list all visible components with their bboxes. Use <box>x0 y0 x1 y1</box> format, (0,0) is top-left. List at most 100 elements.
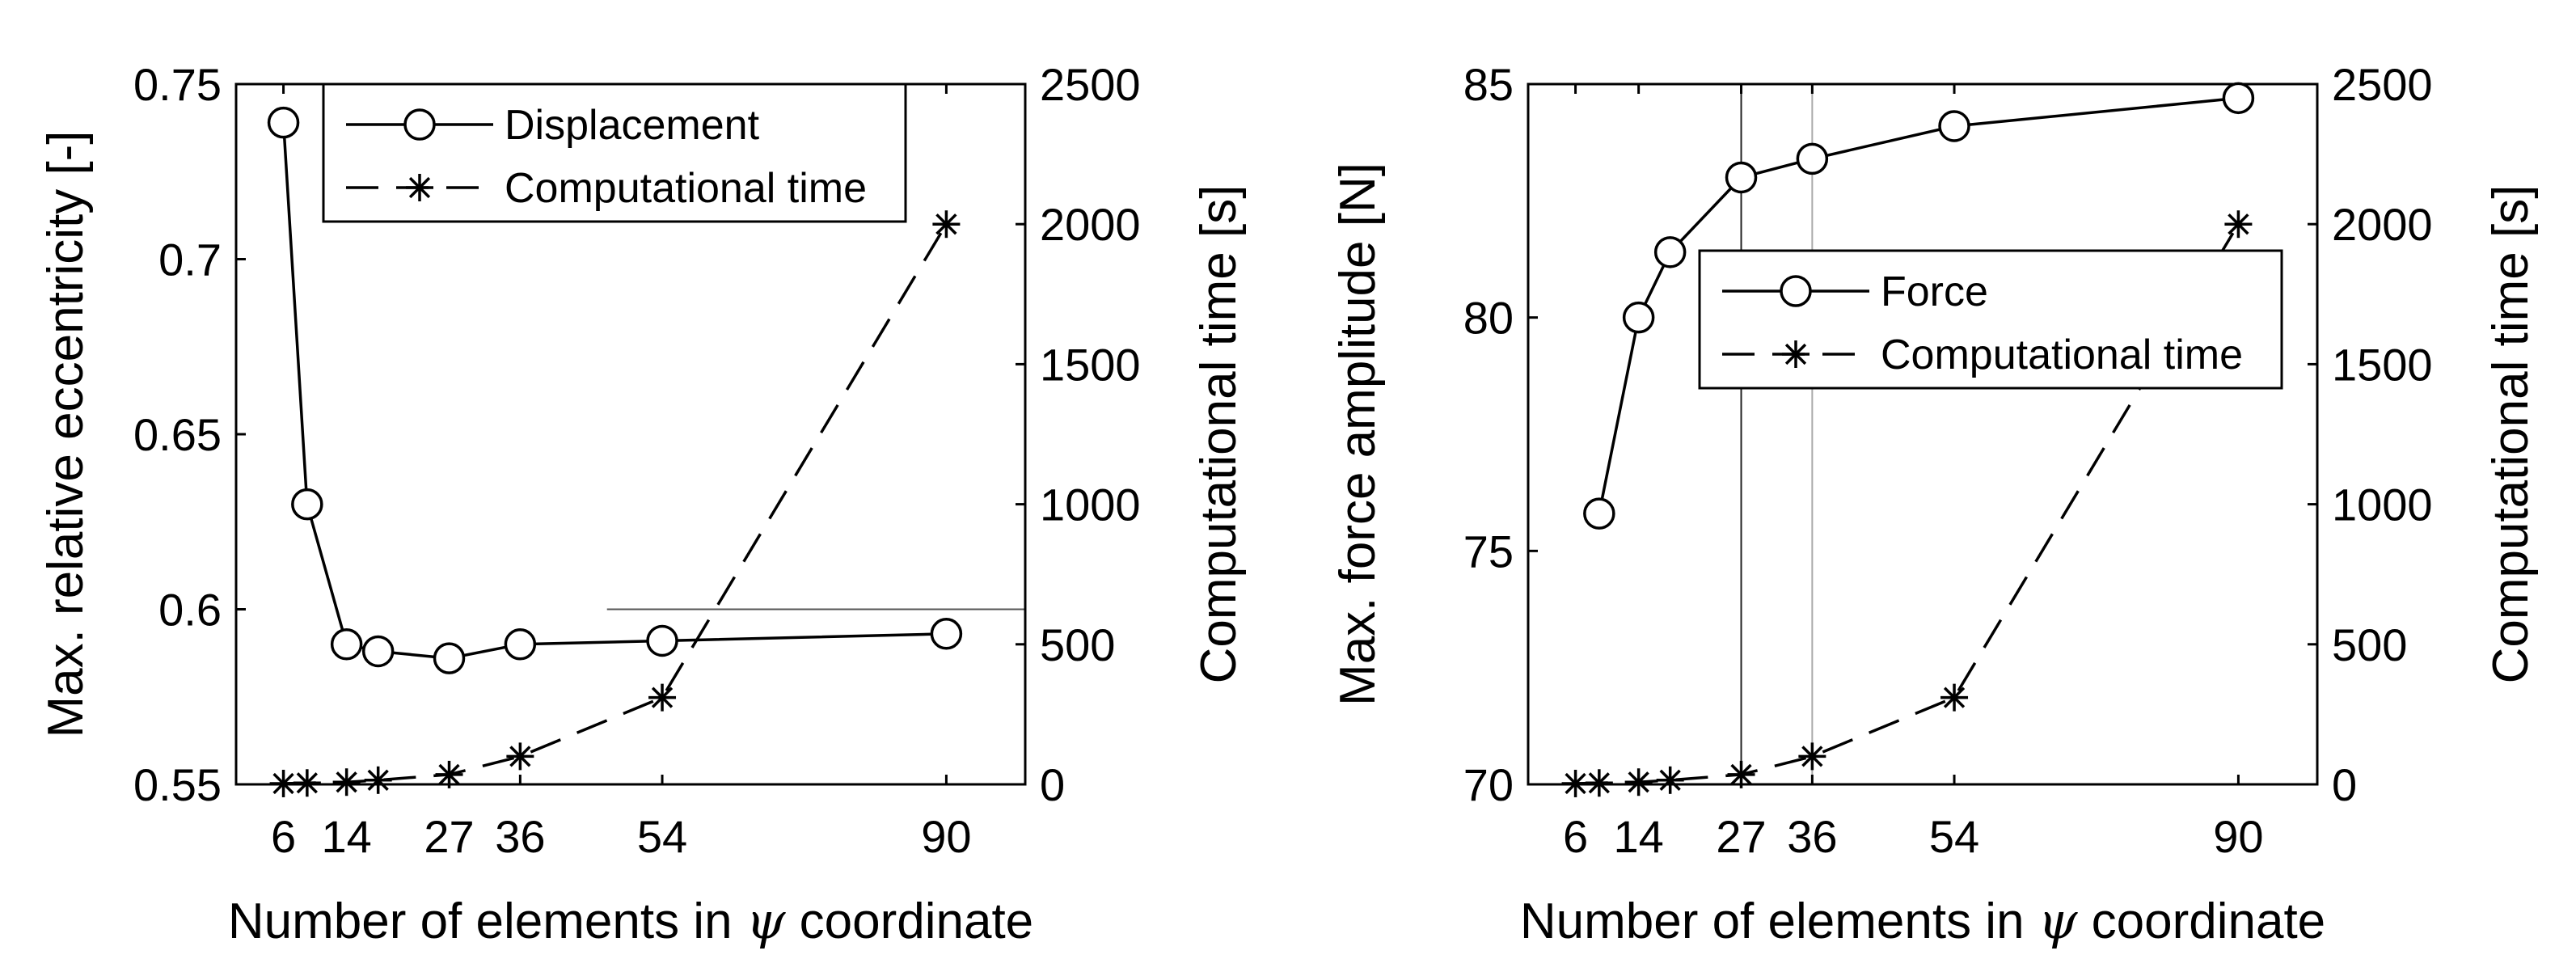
x-tick-label: 27 <box>424 811 474 862</box>
legend: Displacement Computational time <box>322 82 907 223</box>
y-right-tick-label: 1000 <box>2332 480 2433 530</box>
x-tick-label: 90 <box>921 811 971 862</box>
x-axis-title-suffix: coordinate <box>2077 894 2325 949</box>
x-tick-label: 14 <box>321 811 371 862</box>
legend: Force Computational time <box>1698 249 2283 390</box>
y-left-axis-title: Max. force amplitude [N] <box>1330 163 1386 706</box>
legend-label: Displacement <box>505 102 760 149</box>
data-point-star <box>1585 769 1613 797</box>
x-tick-label: 90 <box>2213 811 2263 862</box>
star-stroke <box>1628 771 1649 793</box>
y-left-axis-title: Max. relative eccentricity [-] <box>38 130 94 737</box>
data-point-star <box>1656 766 1684 794</box>
star-stroke <box>1588 772 1610 794</box>
x-axis-title-prefix: Number of elements in <box>1520 894 2038 949</box>
y-right-tick-label: 2000 <box>2332 199 2433 250</box>
star-stroke <box>408 176 431 199</box>
data-point-star <box>435 760 463 788</box>
y-right-tick-label: 0 <box>2332 759 2357 810</box>
star-stroke <box>336 771 357 793</box>
y-left-tick-label: 75 <box>1463 526 1514 577</box>
y-right-tick-label: 1500 <box>2332 339 2433 390</box>
data-point-star <box>1624 768 1653 796</box>
y-right-tick-label: 2000 <box>1040 199 1141 250</box>
data-point-star <box>648 683 677 712</box>
star-stroke <box>1801 746 1823 767</box>
x-tick-label: 36 <box>495 811 545 862</box>
star-stroke <box>438 763 460 786</box>
data-point-star <box>1727 760 1755 788</box>
data-point-circle <box>1583 497 1615 530</box>
y-left-tick-label: 70 <box>1463 759 1514 810</box>
data-point-circle <box>1622 301 1655 334</box>
data-point-circle <box>330 628 363 661</box>
y-left-tick-label: 80 <box>1463 293 1514 344</box>
data-point-star <box>1798 742 1826 771</box>
y-right-axis-title: Computational time [s] <box>2483 185 2539 684</box>
data-point-star <box>2224 210 2253 239</box>
star-stroke <box>296 772 318 794</box>
data-point-star <box>269 769 298 797</box>
y-right-tick-label: 1500 <box>1040 339 1141 390</box>
data-point-star <box>406 174 433 201</box>
star-stroke <box>651 687 674 708</box>
y-right-tick-label: 2500 <box>1040 59 1141 110</box>
series-dashed <box>269 210 961 797</box>
x-axis-title: Number of elements in ψ coordinate <box>228 891 1033 950</box>
x-tick-label: 27 <box>1716 811 1766 862</box>
star-stroke <box>509 746 531 767</box>
data-point-circle <box>1938 110 1970 142</box>
x-axis-title: Number of elements in ψ coordinate <box>1520 891 2325 950</box>
star-stroke <box>1565 772 1586 795</box>
y-left-tick-label: 0.55 <box>133 759 222 810</box>
y-right-axis-title: Computational time [s] <box>1191 185 1247 684</box>
star-stroke <box>1730 763 1752 786</box>
data-point-star <box>1782 340 1810 368</box>
data-point-circle <box>1725 161 1758 194</box>
y-left-tick-label: 0.7 <box>158 234 222 285</box>
data-point-star <box>1940 683 1969 712</box>
data-point-star <box>364 766 392 794</box>
data-point-star <box>1561 769 1590 797</box>
star-stroke <box>1943 687 1966 708</box>
y-left-tick-label: 0.75 <box>133 59 222 110</box>
star-stroke <box>1659 769 1681 791</box>
series-line <box>281 122 947 660</box>
x-axis-title-prefix: Number of elements in <box>228 894 746 949</box>
series-solid <box>267 106 963 674</box>
left-chart: 6 14 27 36 54 90 0.55 0.6 0.65 0.7 0.75 0 500 1000 150… <box>38 59 1247 950</box>
x-tick-label: 36 <box>1787 811 1837 862</box>
data-point-circle <box>403 108 436 141</box>
x-axis-title-suffix: coordinate <box>785 894 1033 949</box>
x-tick-label: 54 <box>1929 811 1979 862</box>
data-point-circle <box>930 618 963 650</box>
star-stroke <box>1784 343 1807 365</box>
y-right-tick-label: 500 <box>2332 619 2407 670</box>
y-right-tick-label: 1000 <box>1040 480 1141 530</box>
y-right-tick-label: 0 <box>1040 759 1065 810</box>
y-left-tick-label: 0.6 <box>158 585 222 636</box>
data-point-circle <box>646 624 678 657</box>
data-point-circle <box>361 635 395 668</box>
data-point-star <box>293 769 321 797</box>
data-point-circle <box>291 488 323 521</box>
psi-symbol: ψ <box>2038 891 2079 950</box>
data-point-circle <box>267 106 300 139</box>
legend-label: Force <box>1881 268 1988 315</box>
data-point-star <box>932 210 961 239</box>
data-point-star <box>332 768 361 796</box>
y-right-tick-label: 2500 <box>2332 59 2433 110</box>
data-point-circle <box>504 628 537 661</box>
legend-label: Computational time <box>505 165 867 212</box>
series-solid <box>1583 82 2255 530</box>
star-stroke <box>2228 213 2249 235</box>
x-tick-label: 6 <box>271 811 296 862</box>
series-dashed <box>1561 210 2253 797</box>
plot-frame <box>1527 82 2319 786</box>
data-point-circle <box>1780 275 1812 307</box>
y-right-tick-label: 500 <box>1040 619 1115 670</box>
series-line <box>283 223 948 785</box>
y-left-tick-label: 0.65 <box>133 409 222 460</box>
data-point-circle <box>1796 142 1829 175</box>
